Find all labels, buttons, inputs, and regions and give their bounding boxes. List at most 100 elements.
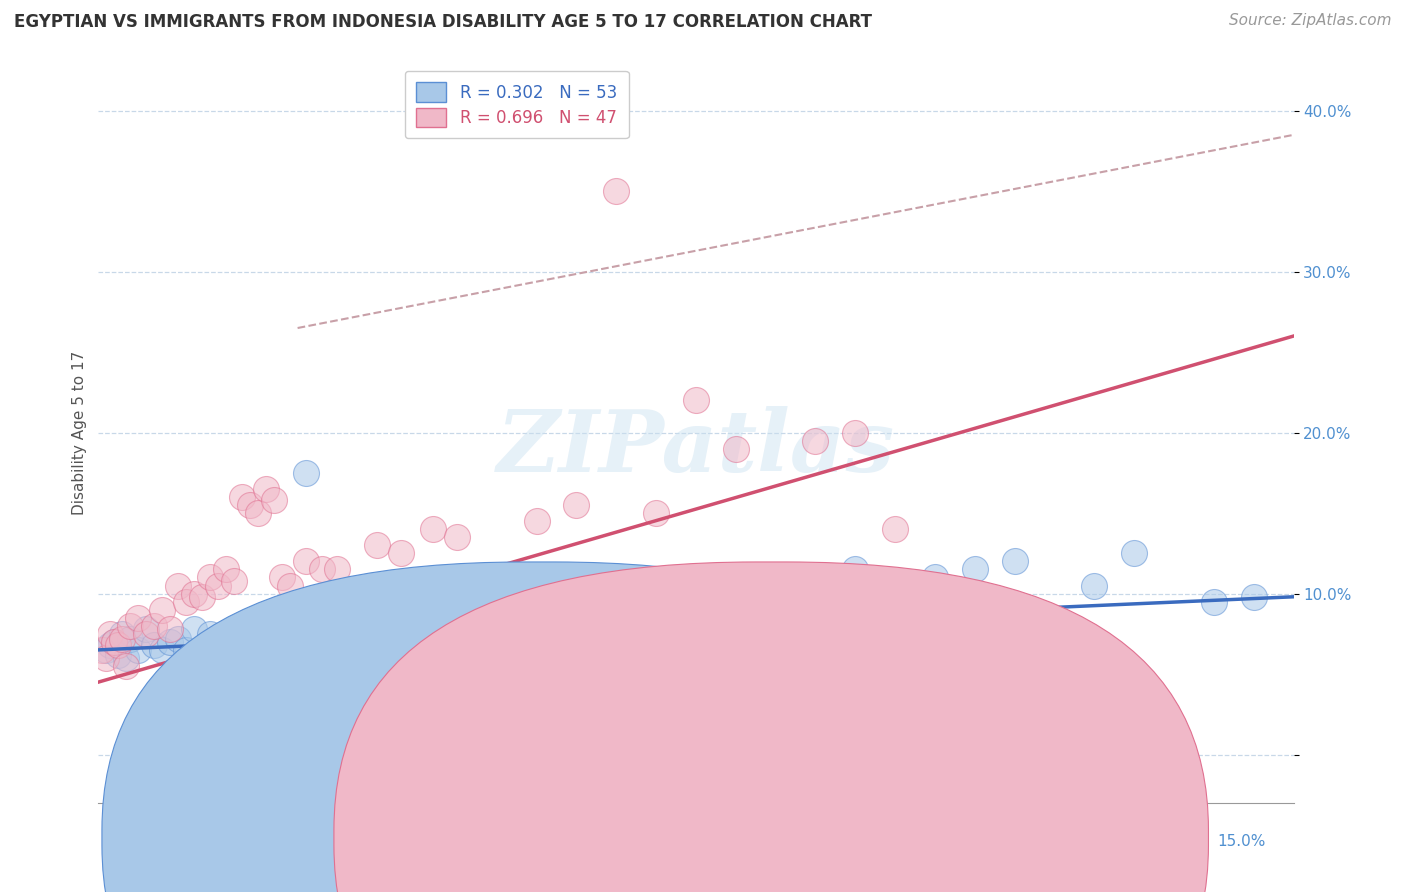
- Point: [1004, 554, 1026, 568]
- Point: [311, 562, 333, 576]
- Point: [278, 622, 301, 636]
- Point: [526, 594, 548, 608]
- Point: [366, 538, 388, 552]
- Point: [167, 578, 190, 592]
- Point: [963, 562, 986, 576]
- Point: [91, 643, 114, 657]
- Point: [263, 493, 285, 508]
- Point: [127, 610, 149, 624]
- Point: [844, 425, 866, 440]
- Point: [143, 619, 166, 633]
- Text: ZIPatlas: ZIPatlas: [496, 406, 896, 489]
- Point: [446, 602, 468, 616]
- Point: [685, 586, 707, 600]
- Point: [135, 622, 157, 636]
- Point: [270, 570, 292, 584]
- Point: [111, 632, 134, 646]
- Point: [215, 562, 238, 576]
- Point: [246, 619, 269, 633]
- Point: [111, 627, 134, 641]
- Point: [198, 570, 221, 584]
- Text: 15.0%: 15.0%: [1218, 834, 1265, 849]
- Point: [191, 590, 214, 604]
- Point: [342, 586, 364, 600]
- Point: [120, 632, 142, 646]
- Point: [127, 643, 149, 657]
- Point: [143, 638, 166, 652]
- Point: [1083, 578, 1105, 592]
- Point: [222, 574, 245, 588]
- Point: [191, 643, 214, 657]
- Point: [207, 578, 229, 592]
- Point: [263, 627, 285, 641]
- Point: [311, 615, 333, 630]
- Point: [389, 606, 412, 620]
- Point: [406, 610, 429, 624]
- Point: [222, 622, 245, 636]
- Point: [326, 562, 349, 576]
- Point: [446, 530, 468, 544]
- Point: [924, 570, 946, 584]
- Point: [183, 586, 205, 600]
- Point: [167, 632, 190, 646]
- Point: [120, 619, 142, 633]
- Point: [159, 622, 181, 636]
- Text: Egyptians: Egyptians: [560, 830, 634, 844]
- Point: [231, 638, 253, 652]
- Point: [605, 184, 627, 198]
- Text: Immigrants from Indonesia: Immigrants from Indonesia: [790, 830, 998, 844]
- Point: [804, 434, 827, 448]
- Point: [150, 643, 173, 657]
- Point: [804, 586, 827, 600]
- Point: [326, 610, 349, 624]
- Point: [98, 627, 122, 641]
- Point: [254, 482, 277, 496]
- Point: [645, 594, 668, 608]
- Point: [198, 627, 221, 641]
- Point: [215, 632, 238, 646]
- Point: [1243, 590, 1265, 604]
- Point: [159, 635, 181, 649]
- Point: [207, 635, 229, 649]
- Point: [183, 622, 205, 636]
- Point: [107, 638, 129, 652]
- Point: [884, 522, 907, 536]
- Point: [342, 627, 364, 641]
- Point: [239, 498, 262, 512]
- Point: [565, 602, 588, 616]
- Point: [294, 466, 316, 480]
- Point: [96, 643, 118, 657]
- Point: [1043, 627, 1066, 641]
- Point: [605, 599, 627, 614]
- Point: [724, 570, 747, 584]
- Point: [294, 554, 316, 568]
- Text: Source: ZipAtlas.com: Source: ZipAtlas.com: [1229, 13, 1392, 29]
- Point: [844, 562, 866, 576]
- Point: [526, 514, 548, 528]
- Point: [565, 498, 588, 512]
- Point: [103, 635, 125, 649]
- Point: [150, 602, 173, 616]
- Text: 0.0%: 0.0%: [176, 834, 215, 849]
- Point: [231, 490, 253, 504]
- Point: [884, 578, 907, 592]
- Point: [924, 715, 946, 730]
- Point: [366, 619, 388, 633]
- Point: [565, 590, 588, 604]
- Point: [103, 635, 125, 649]
- Point: [278, 578, 301, 592]
- Point: [239, 627, 262, 641]
- Point: [96, 651, 118, 665]
- Text: EGYPTIAN VS IMMIGRANTS FROM INDONESIA DISABILITY AGE 5 TO 17 CORRELATION CHART: EGYPTIAN VS IMMIGRANTS FROM INDONESIA DI…: [14, 13, 872, 31]
- Y-axis label: Disability Age 5 to 17: Disability Age 5 to 17: [72, 351, 87, 515]
- Point: [135, 627, 157, 641]
- Point: [485, 675, 508, 690]
- Point: [485, 739, 508, 754]
- Point: [115, 659, 138, 673]
- Point: [174, 594, 197, 608]
- Point: [422, 522, 444, 536]
- Point: [98, 638, 122, 652]
- Point: [645, 506, 668, 520]
- Point: [1202, 594, 1225, 608]
- Point: [685, 393, 707, 408]
